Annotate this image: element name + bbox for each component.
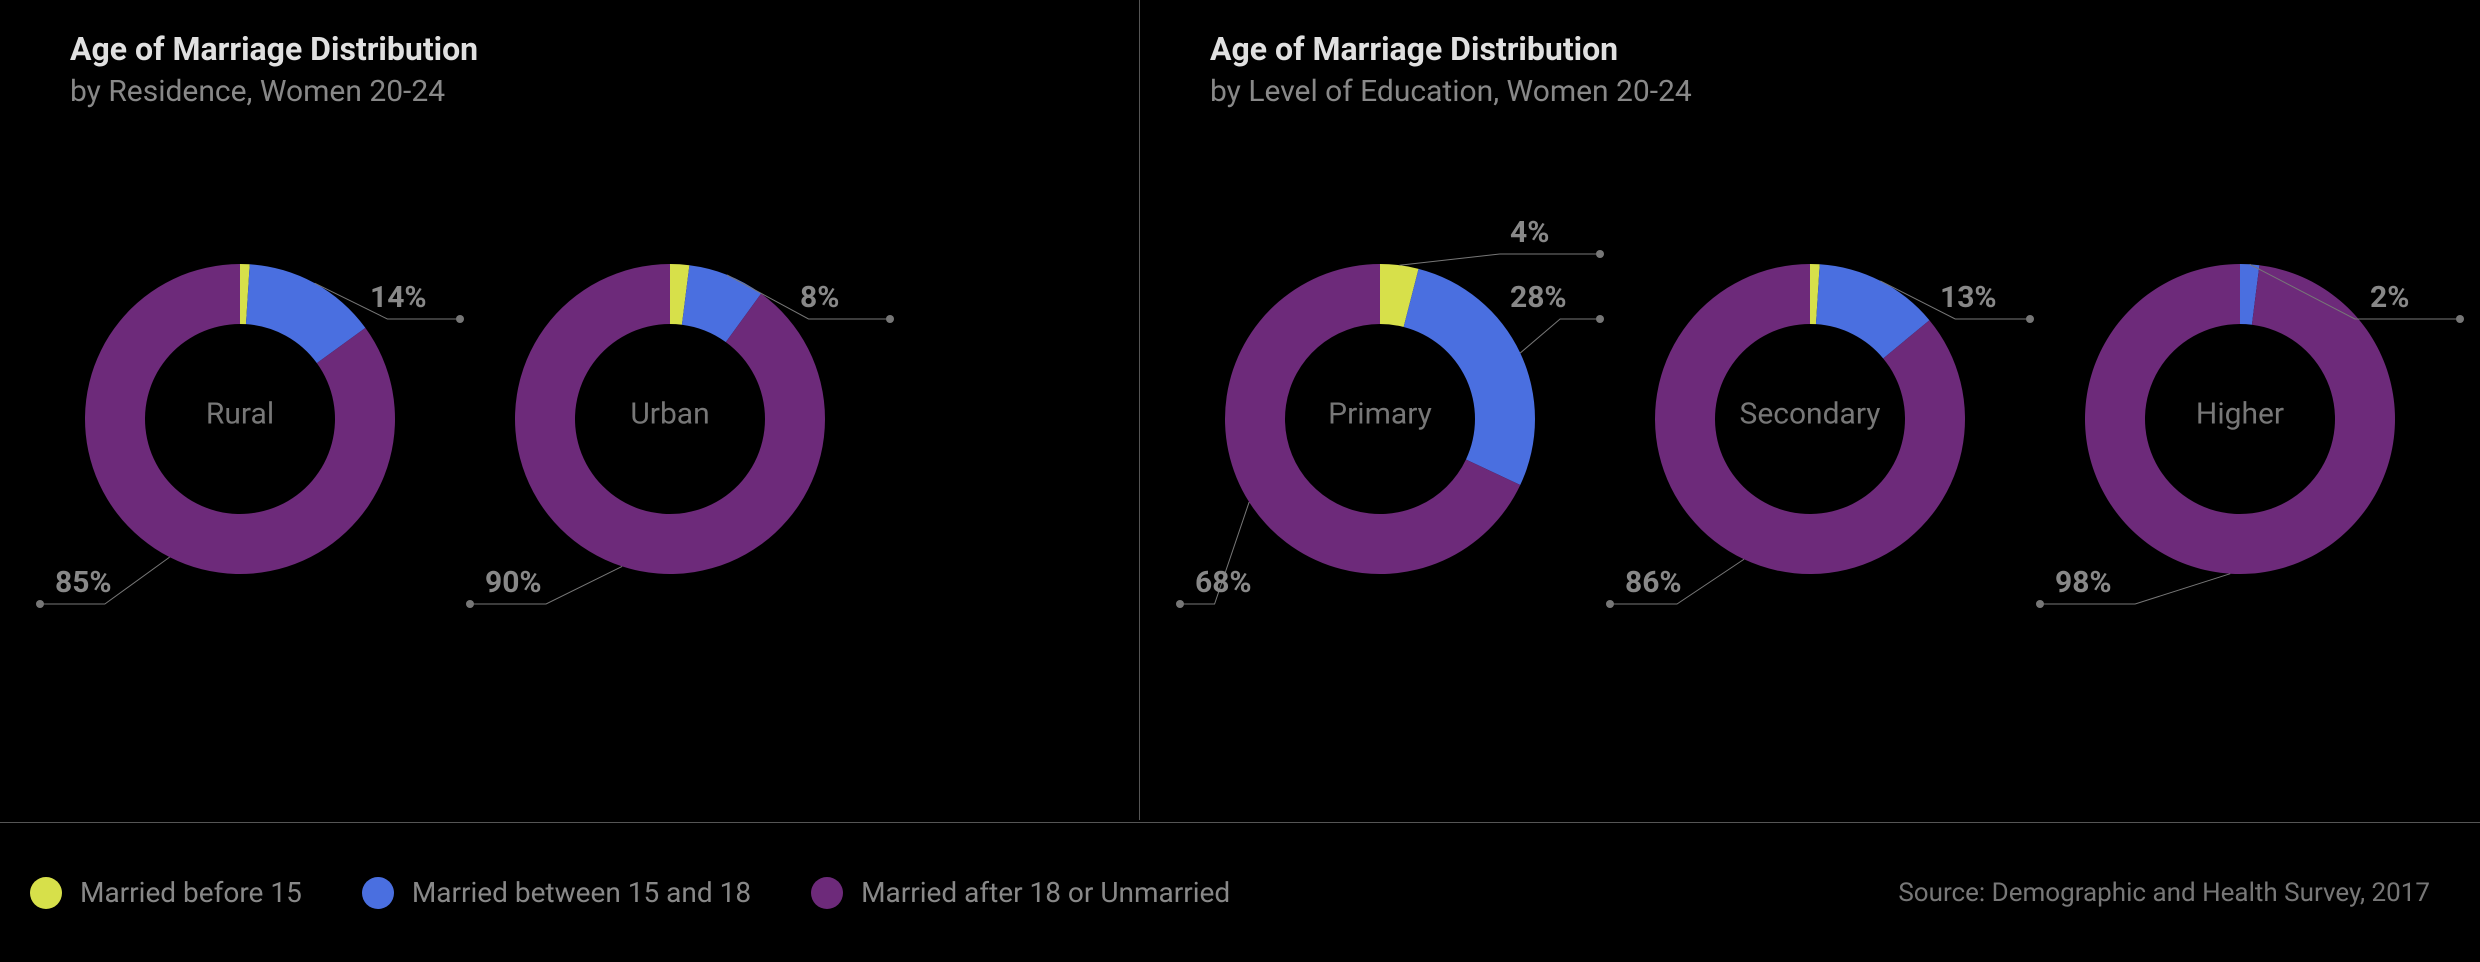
leader-dot	[2036, 600, 2044, 608]
donut-center-label: Primary	[1328, 397, 1432, 432]
donut-center-label: Secondary	[1740, 397, 1881, 432]
panel-education: Age of Marriage Distribution by Level of…	[1140, 0, 2480, 820]
leader-dot	[466, 600, 474, 608]
legend-label: Married after 18 or Unmarried	[861, 876, 1230, 909]
slice-value-label: 28%	[1510, 280, 1567, 315]
legend-item-after18: Married after 18 or Unmarried	[811, 876, 1230, 909]
slice-value-label: 90%	[485, 565, 542, 600]
donut-chart: 14% 85% Rural	[40, 209, 440, 689]
leader-dot	[1176, 600, 1184, 608]
source-citation: Source: Demographic and Health Survey, 2…	[1898, 878, 2430, 908]
leader-dot	[1606, 600, 1614, 608]
donut-row-left: 14% 85% Rural 8% 90% Urban	[40, 209, 1099, 689]
donut-center-label: Higher	[2196, 397, 2284, 432]
panels-container: Age of Marriage Distribution by Residenc…	[0, 0, 2480, 820]
slice-value-label: 13%	[1940, 280, 1997, 315]
legend-swatch	[30, 877, 62, 909]
donut-chart: 8% 90% Urban	[470, 209, 870, 689]
donut-chart: 2% 98% Higher	[2040, 209, 2440, 689]
leader-dot	[456, 315, 464, 323]
legend-item-before15: Married before 15	[30, 876, 302, 909]
slice-value-label: 68%	[1195, 565, 1252, 600]
leader-dot	[1596, 315, 1604, 323]
donut-chart: 4% 28% 68% Primary	[1180, 209, 1580, 689]
legend-item-between15and18: Married between 15 and 18	[362, 876, 751, 909]
legend-row: Married before 15 Married between 15 and …	[0, 822, 2480, 962]
slice-value-label: 14%	[370, 280, 427, 315]
donut-center-label: Rural	[206, 397, 274, 432]
panel-subtitle: by Level of Education, Women 20-24	[1210, 74, 2440, 109]
legend-swatch	[811, 877, 843, 909]
donut-center-label: Urban	[630, 397, 709, 432]
leader-line	[1520, 319, 1600, 353]
panel-subtitle: by Residence, Women 20-24	[70, 74, 1099, 109]
leader-dot	[1596, 250, 1604, 258]
leader-line	[1399, 254, 1600, 265]
panel-title: Age of Marriage Distribution	[1210, 30, 2440, 68]
donut-chart: 13% 86% Secondary	[1610, 209, 2010, 689]
leader-dot	[36, 600, 44, 608]
slice-value-label: 8%	[800, 280, 839, 315]
slice-value-label: 4%	[1510, 215, 1549, 250]
slice-value-label: 2%	[2370, 280, 2409, 315]
leader-dot	[886, 315, 894, 323]
panel-residence: Age of Marriage Distribution by Residenc…	[0, 0, 1140, 820]
slice-value-label: 85%	[55, 565, 112, 600]
leader-dot	[2026, 315, 2034, 323]
slice-value-label: 98%	[2055, 565, 2112, 600]
slice-value-label: 86%	[1625, 565, 1682, 600]
panel-title: Age of Marriage Distribution	[70, 30, 1099, 68]
donut-row-right: 4% 28% 68% Primary 13% 86% Secondary 2% 98% Highe…	[1180, 209, 2440, 689]
legend-swatch	[362, 877, 394, 909]
legend-label: Married between 15 and 18	[412, 876, 751, 909]
legend-label: Married before 15	[80, 876, 302, 909]
leader-dot	[2456, 315, 2464, 323]
